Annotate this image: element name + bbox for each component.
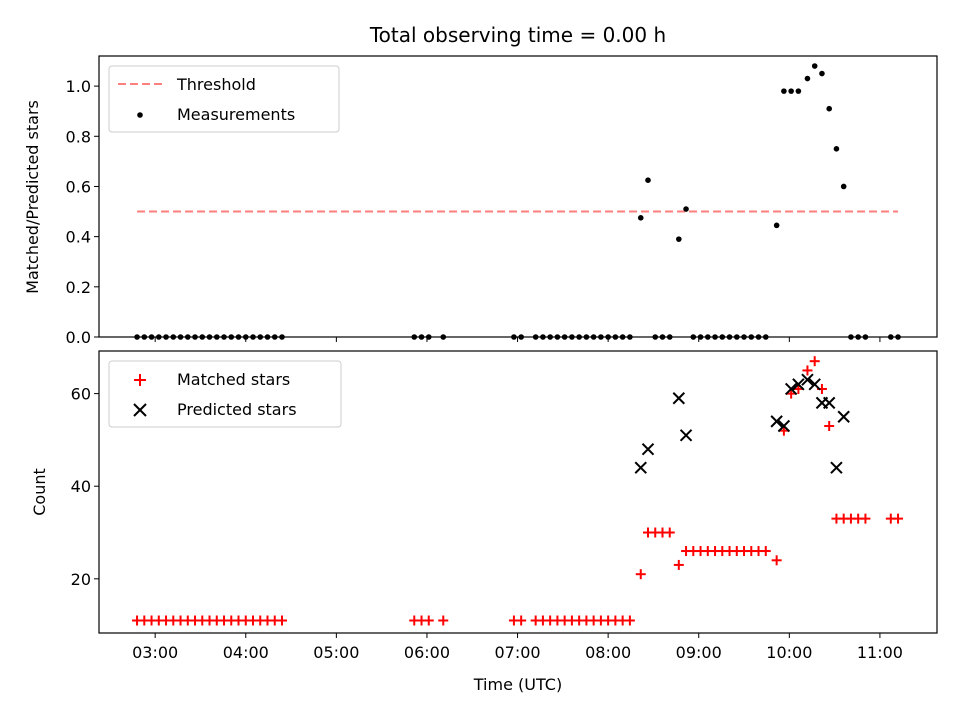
measurement-point [676,236,682,242]
x-tick-label: 09:00 [676,643,722,662]
y-tick-label: 0.0 [66,328,91,347]
x-tick-label: 11:00 [857,643,903,662]
matched-star-point [802,365,813,376]
x-tick-label: 07:00 [494,643,540,662]
ratio-panel-frame [98,55,938,338]
measurement-point [804,75,811,82]
matched-star-point [438,615,449,626]
legend-predicted-swatch [133,403,147,417]
x-tick-label: 05:00 [313,643,359,662]
y-tick-label: 0.4 [66,228,91,247]
ratio-panel: 0.0 0.2 0.4 0.6 0.8 1.0 Matched/Predicted sta… [23,55,938,347]
y-tick-label: 60 [71,385,91,404]
matched-star-point [771,555,782,566]
measurement-point [819,70,825,77]
predicted-star-point [679,429,693,442]
count-panel-legend: Matched stars Predicted stars [108,360,342,428]
matched-star-point [664,527,675,538]
measurement-point [833,146,840,152]
chart-title: Total observing time = 0.00 h [369,23,666,47]
measurement-point [683,206,689,212]
ratio-panel-legend-box [108,65,340,133]
x-tick-label: 10:00 [766,643,812,662]
y-tick-label: 0.2 [66,278,91,297]
predicted-star-point [641,442,655,456]
measurement-point [781,88,787,94]
matched-star-point [824,421,835,432]
measurement-point [637,215,644,221]
predicted-star-point [672,392,686,405]
matched-star-point [893,513,904,524]
matched-star-point [516,615,527,626]
measurement-point [811,63,818,69]
legend-matched-label: Matched stars [177,370,290,389]
predicted-star-point [822,396,836,410]
matched-star-point [624,615,635,626]
measurement-point [788,88,794,94]
legend-measurements-label: Measurements [177,105,295,124]
count-panel-y-axis-label: Count [30,468,49,516]
legend-measurements-swatch [137,112,143,118]
predicted-star-point [784,382,798,396]
measurement-point [826,105,832,112]
x-axis-tick-labels: 03:00 04:00 05:00 06:00 07:00 08:00 09:00 10:00… [132,643,903,662]
count-panel-series [132,356,904,626]
ratio-panel-y-axis-label: Matched/Predicted stars [23,100,42,294]
predicted-star-point [770,415,783,428]
x-tick-label: 03:00 [132,643,178,662]
ratio-panel-x-ticks [154,337,881,342]
matched-star-point [809,356,820,367]
predicted-star-point [801,373,814,386]
ratio-panel-y-ticks: 0.0 0.2 0.4 0.6 0.8 1.0 [66,77,99,347]
count-panel-legend-box [108,360,342,428]
predicted-star-point [837,410,850,423]
ratio-panel-legend: Threshold Measurements [108,65,340,133]
matched-star-point [635,569,646,580]
matched-star-point [760,546,771,557]
measurement-point [840,183,847,190]
legend-threshold-label: Threshold [176,75,256,94]
x-tick-label: 08:00 [585,643,631,662]
y-tick-label: 1.0 [66,77,91,96]
predicted-star-point [830,461,843,474]
matched-star-point [277,615,288,626]
count-panel-x-ticks [154,633,881,638]
y-tick-label: 40 [71,477,91,496]
count-panel: 20 40 60 Count Matched stars Predicted sta… [30,350,938,638]
x-tick-label: 04:00 [223,643,269,662]
predicted-star-point [777,419,791,433]
matched-star-point [423,615,434,626]
matched-star-point [860,513,871,524]
matched-star-point [673,559,684,570]
measurement-point [773,222,780,229]
legend-matched-swatch [134,374,146,386]
measurement-point [645,177,651,183]
legend-predicted-label: Predicted stars [177,400,297,419]
x-tick-label: 06:00 [404,643,450,662]
y-tick-label: 0.8 [66,127,91,146]
count-panel-frame [98,350,938,634]
y-tick-label: 20 [71,570,91,589]
y-tick-label: 0.6 [66,177,91,196]
count-panel-y-ticks: 20 40 60 [71,385,99,589]
predicted-star-point [808,378,821,391]
x-axis-label: Time (UTC) [473,675,562,694]
predicted-star-point [634,461,647,474]
measurement-point [795,88,802,94]
predicted-star-point [792,378,805,391]
